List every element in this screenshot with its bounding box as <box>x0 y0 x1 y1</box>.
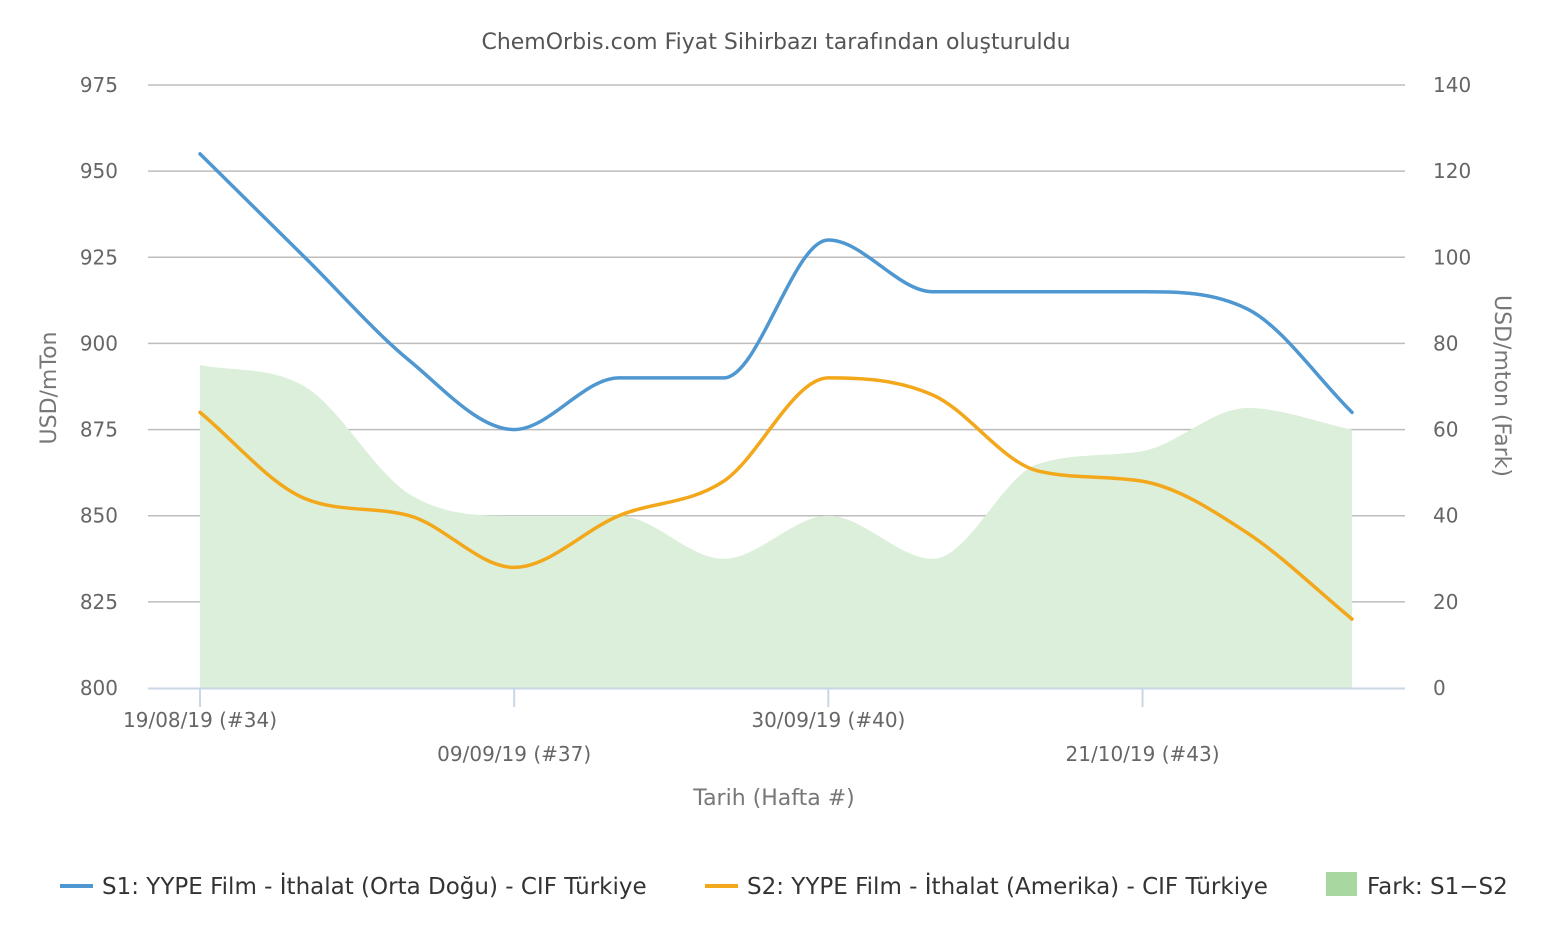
data-point-s1[interactable] <box>1242 304 1252 314</box>
data-point-s2[interactable] <box>195 407 205 417</box>
y-right-tick-label: 60 <box>1433 418 1458 442</box>
data-point-s1[interactable] <box>195 149 205 159</box>
x-tick-label: 19/08/19 (#34) <box>123 708 277 732</box>
x-tick-label: 30/09/19 (#40) <box>751 708 905 732</box>
y-tick-label: 825 <box>80 590 118 614</box>
data-point-s2[interactable] <box>509 562 519 572</box>
data-point-s1[interactable] <box>1033 287 1043 297</box>
data-point-s1[interactable] <box>719 373 729 383</box>
data-point-s2[interactable] <box>300 493 310 503</box>
data-point-s2[interactable] <box>719 476 729 486</box>
legend: S1: YYPE Film - İthalat (Orta Doğu) - CI… <box>60 872 1508 900</box>
legend-label-s2: S2: YYPE Film - İthalat (Amerika) - CIF … <box>747 872 1268 900</box>
series-line-s2[interactable] <box>198 376 1354 621</box>
y-right-tick-label: 140 <box>1433 73 1471 97</box>
y-right-tick-label: 100 <box>1433 245 1471 269</box>
legend-item-difference[interactable]: Fark: S1−S2 <box>1326 872 1508 900</box>
data-point-s2[interactable] <box>1347 614 1357 624</box>
x-axis-title: Tarih (Hafta #) <box>692 786 854 811</box>
y-tick-label: 950 <box>80 159 118 183</box>
data-point-s1[interactable] <box>823 235 833 245</box>
data-point-s1[interactable] <box>509 425 519 435</box>
y-right-tick-label: 20 <box>1433 590 1458 614</box>
data-point-s2[interactable] <box>404 511 414 521</box>
y-axis-title: USD/mTon <box>37 332 62 445</box>
data-point-s2[interactable] <box>614 511 624 521</box>
legend-swatch-difference <box>1326 872 1357 896</box>
legend-label-s1: S1: YYPE Film - İthalat (Orta Doğu) - CI… <box>102 872 647 900</box>
x-tick-label: 21/10/19 (#43) <box>1066 742 1220 766</box>
axes: 800 825 850 875 900 925 950 975 0 20 40 60 80 100 120 1… <box>80 73 1471 766</box>
data-point-s1[interactable] <box>1347 407 1357 417</box>
y-tick-label: 850 <box>80 504 118 528</box>
chart-title: ChemOrbis.com Fiyat Sihirbazı tarafından… <box>481 30 1070 55</box>
y-right-tick-label: 0 <box>1433 676 1446 700</box>
x-tick-label: 09/09/19 (#37) <box>437 742 591 766</box>
data-point-s1[interactable] <box>404 356 414 366</box>
y-right-tick-label: 120 <box>1433 159 1471 183</box>
data-point-s1[interactable] <box>614 373 624 383</box>
y-tick-label: 925 <box>80 245 118 269</box>
y-right-tick-label: 40 <box>1433 504 1458 528</box>
series-line-s1[interactable] <box>198 152 1354 432</box>
difference-area[interactable] <box>200 364 1352 688</box>
legend-item-s1[interactable]: S1: YYPE Film - İthalat (Orta Doğu) - CI… <box>60 872 647 900</box>
y-tick-label: 800 <box>80 676 118 700</box>
y-axis-right-title: USD/mton (Fark) <box>1489 295 1514 477</box>
data-point-s1[interactable] <box>928 287 938 297</box>
data-point-s2[interactable] <box>928 390 938 400</box>
data-point-s1[interactable] <box>1138 287 1148 297</box>
data-point-s2[interactable] <box>1242 528 1252 538</box>
data-point-s1[interactable] <box>300 252 310 262</box>
difference-area-layer <box>200 364 1352 688</box>
series-lines-layer <box>195 149 1357 624</box>
data-point-s2[interactable] <box>823 373 833 383</box>
data-point-s2[interactable] <box>1033 466 1043 476</box>
y-tick-label: 875 <box>80 418 118 442</box>
legend-item-s2[interactable]: S2: YYPE Film - İthalat (Amerika) - CIF … <box>705 872 1268 900</box>
y-right-tick-label: 80 <box>1433 331 1458 355</box>
data-point-s2[interactable] <box>1138 476 1148 486</box>
legend-label-difference: Fark: S1−S2 <box>1367 874 1508 900</box>
y-tick-label: 900 <box>80 331 118 355</box>
y-tick-label: 975 <box>80 73 118 97</box>
